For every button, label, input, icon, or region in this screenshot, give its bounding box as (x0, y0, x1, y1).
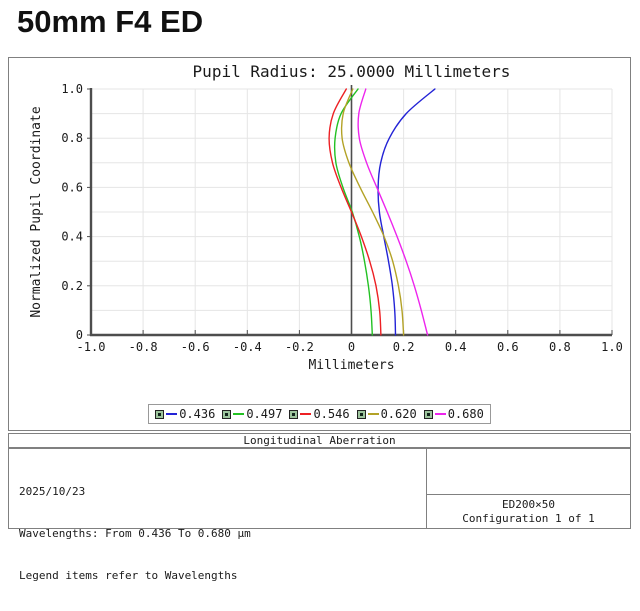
y-tick-label: 1.0 (61, 82, 83, 96)
legend-item-0.620: 0.620 (356, 407, 417, 421)
legend-marker-dot (158, 412, 162, 416)
horizontal-divider (426, 494, 630, 495)
x-tick-label: -0.6 (181, 340, 210, 354)
legend-item-0.680: 0.680 (423, 407, 484, 421)
config-panel: ED200×50 Configuration 1 of 1 (427, 495, 630, 528)
legend-note-text: Legend items refer to Wavelengths (19, 569, 238, 582)
legend-label: 0.436 (179, 407, 216, 421)
legend-marker-icon (356, 409, 366, 419)
legend-marker-dot (225, 412, 229, 416)
legend-item-0.546: 0.546 (289, 407, 350, 421)
x-tick-label: -0.2 (285, 340, 314, 354)
chart-title: Pupil Radius: 25.0000 Millimeters (192, 62, 511, 81)
x-tick-label: 0.6 (497, 340, 519, 354)
y-tick-label: 0.6 (61, 180, 83, 194)
legend-marker-icon (222, 409, 232, 419)
legend-color-dash (300, 413, 312, 415)
legend-label: 0.497 (246, 407, 283, 421)
section-title-text: Longitudinal Aberration (243, 434, 396, 447)
y-tick-label: 0 (76, 328, 83, 342)
legend-marker-icon (155, 409, 165, 419)
config-count-text: Configuration 1 of 1 (462, 511, 595, 525)
y-tick-label: 0.4 (61, 230, 83, 244)
legend-label: 0.680 (447, 407, 484, 421)
legend-color-dash (233, 413, 245, 415)
legend-marker-icon (423, 409, 433, 419)
x-tick-label: -0.4 (233, 340, 262, 354)
legend-box: 0.436 0.497 0.546 0.620 0.680 (148, 404, 491, 424)
legend-color-dash (434, 413, 446, 415)
y-tick-label: 0.2 (61, 279, 83, 293)
section-title-bar: Longitudinal Aberration (8, 433, 631, 448)
legend-label: 0.620 (380, 407, 417, 421)
x-tick-label: 0.8 (549, 340, 571, 354)
curve-0.497 (333, 88, 373, 336)
aberration-plot-panel: Pupil Radius: 25.0000 Millimeters Normal… (8, 57, 631, 431)
curve-0.436 (377, 88, 436, 336)
legend-item-0.497: 0.497 (222, 408, 282, 420)
legend: 0.436 0.497 0.546 0.620 0.680 (9, 404, 630, 424)
y-tick-label: 0.8 (61, 131, 83, 145)
vertical-divider (426, 449, 427, 528)
legend-marker-dot (292, 412, 296, 416)
x-tick-label: -1.0 (77, 340, 106, 354)
legend-color-dash (166, 413, 178, 415)
curve-0.546 (328, 88, 382, 336)
config-name-text: ED200×50 (502, 497, 555, 511)
x-tick-label: 0.4 (445, 340, 467, 354)
legend-color-dash (367, 413, 379, 415)
curve-0.680 (357, 88, 429, 336)
legend-marker-dot (426, 412, 430, 416)
legend-marker-icon (289, 409, 299, 419)
info-lines: 2025/10/23 Wavelengths: From 0.436 To 0.… (19, 457, 251, 611)
x-tick-label: -0.8 (129, 340, 158, 354)
curve-0.620 (340, 88, 405, 336)
x-tick-label: 0.2 (393, 340, 415, 354)
date-text: 2025/10/23 (19, 485, 86, 498)
x-tick-label: 0 (348, 340, 355, 354)
x-tick-label: 1.0 (601, 340, 623, 354)
x-axis-label: Millimeters (308, 358, 395, 373)
legend-item-0.436: 0.436 (155, 408, 215, 420)
wavelengths-text: Wavelengths: From 0.436 To 0.680 μm (19, 527, 251, 540)
legend-marker-dot (359, 412, 363, 416)
legend-label: 0.546 (313, 407, 350, 421)
plot-canvas: -1.0 -0.8 -0.6 -0.4 -0.2 0 0.2 0.4 0.6 0.8 1.0 0 0.2… (61, 82, 623, 354)
page-title: 50mm F4 ED (17, 4, 204, 39)
info-panel: 2025/10/23 Wavelengths: From 0.436 To 0.… (8, 448, 631, 582)
